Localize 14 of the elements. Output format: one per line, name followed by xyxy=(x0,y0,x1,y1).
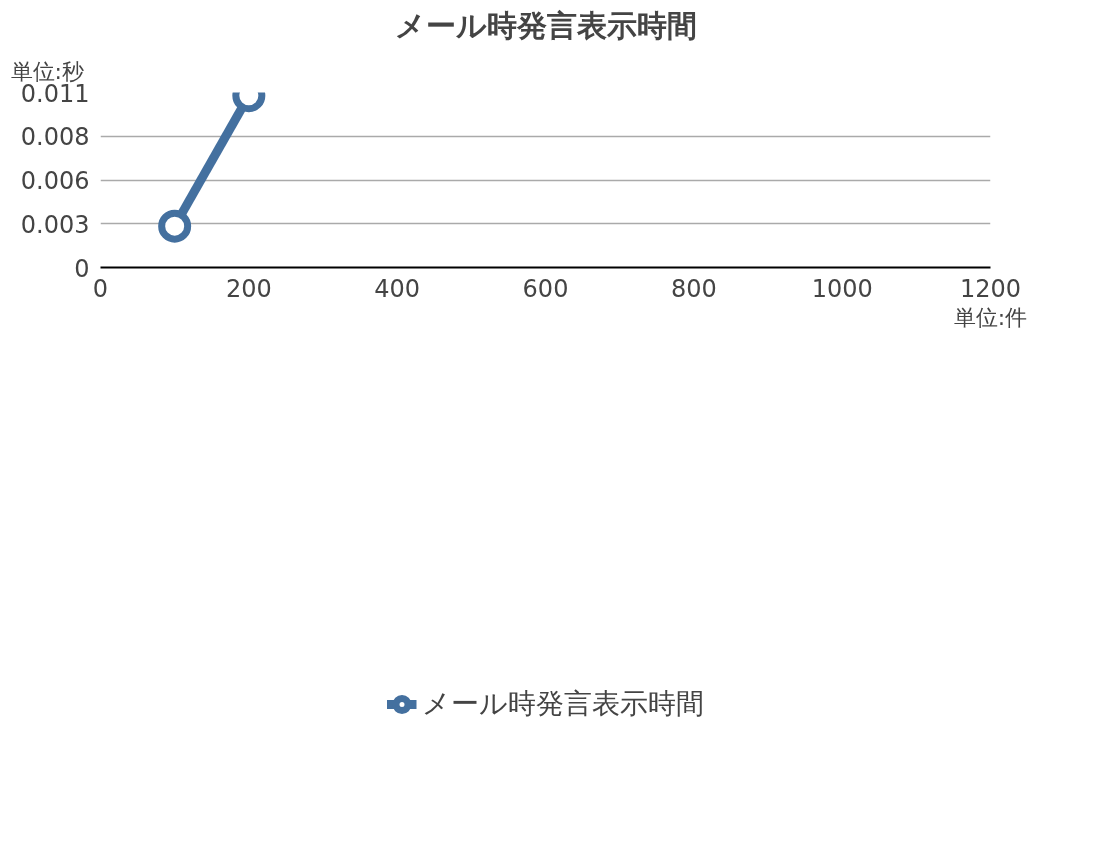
x-tick-label: 600 xyxy=(522,274,569,303)
chart-title: メール時発言表示時間 xyxy=(394,7,697,43)
x-tick-label: 1000 xyxy=(811,274,873,303)
x-tick-label: 800 xyxy=(670,274,717,303)
legend-label: メール時発言表示時間 xyxy=(421,685,704,722)
x-tick-label: 400 xyxy=(374,274,421,303)
y-tick-label: 0.006 xyxy=(20,167,90,195)
x-tick-label: 0 xyxy=(92,274,109,303)
y-tick-label: 0.008 xyxy=(20,123,90,152)
x-tick-label: 1200 xyxy=(959,274,1022,303)
x-tick-label: 200 xyxy=(225,274,272,303)
y-tick-label: 0 xyxy=(74,254,90,283)
y-tick-label: 0.003 xyxy=(20,210,90,239)
x-axis-title: 単位:件 xyxy=(953,304,1028,330)
